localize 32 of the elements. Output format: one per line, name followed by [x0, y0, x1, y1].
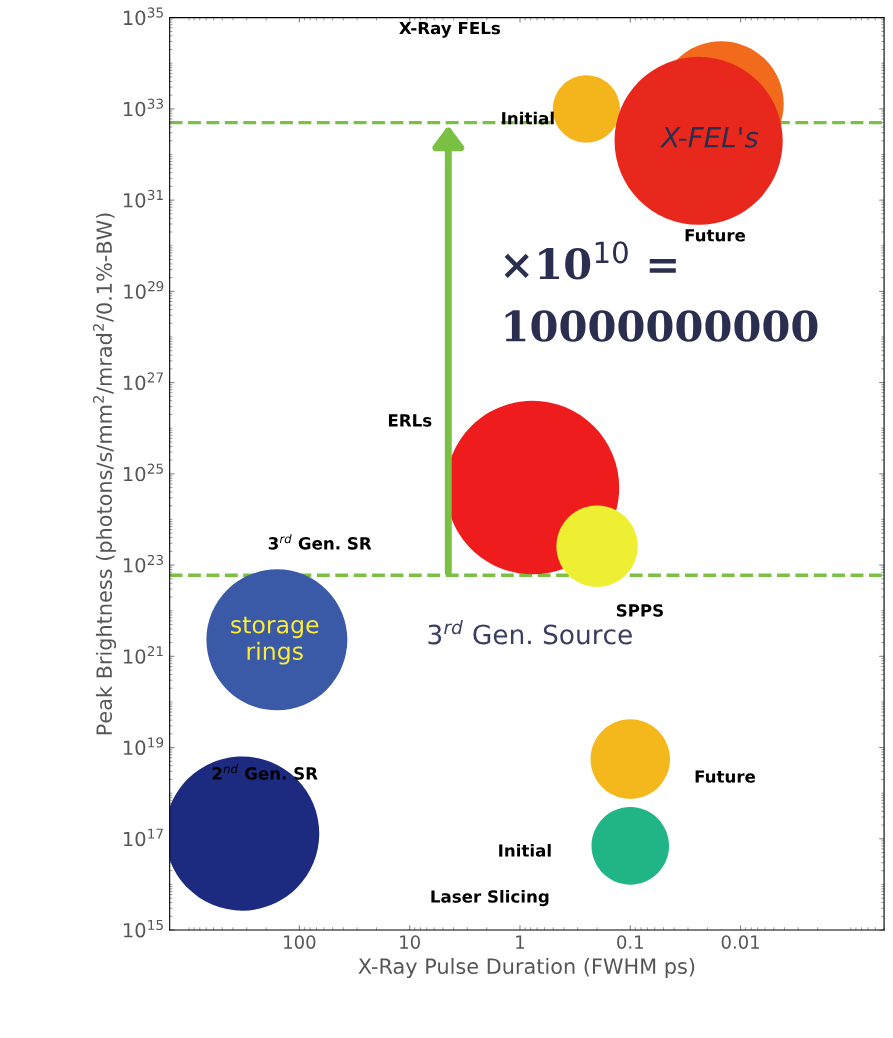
annotation: SPPS	[616, 604, 663, 617]
x-tick-label: 0.1	[617, 935, 643, 949]
annotation: Laser Slicing	[431, 889, 549, 907]
annotation: Initial	[499, 843, 551, 857]
annotation: ERLs	[388, 414, 432, 427]
y-tick-label: 10$^{29}$	[124, 281, 164, 299]
annotation: X-FEL's	[659, 127, 759, 148]
x-tick-label: 1	[516, 935, 525, 949]
annotation: X-Ray FELs	[399, 21, 501, 38]
y-tick-label: 10$^{17}$	[123, 828, 163, 847]
y-tick-label: 10$^{33}$	[123, 98, 163, 117]
y-tick-label: 10$^{35}$	[123, 7, 163, 26]
y-tick-label: 10$^{19}$	[123, 737, 164, 756]
annotation: Future	[695, 770, 756, 783]
x-axis-title: X-Ray Pulse Duration (FWHM ps)	[358, 957, 695, 979]
y-tick-label: 10$^{25}$	[123, 463, 163, 482]
annotation: Future	[685, 229, 746, 242]
x-tick-label: 0.01	[721, 935, 760, 949]
x-tick-label: 10	[400, 935, 420, 949]
annotation: 10000000000	[505, 310, 818, 342]
y-axis-title: Peak Brightness (photons/s/mm$^{2}$/mrad$^{2}$/0.1%-BW)	[92, 213, 117, 735]
y-tick-label: 10$^{31}$	[123, 189, 163, 208]
y-tick-label: 10$^{21}$	[123, 646, 163, 664]
annotation: ×10$^{10}$ =	[504, 241, 676, 280]
y-tick-label: 10$^{23}$	[123, 554, 163, 573]
annotation: 3$^{rd}$ Gen. Source	[428, 619, 632, 645]
y-tick-label: 10$^{27}$	[123, 372, 163, 391]
y-tick-label: 10$^{15}$	[123, 919, 163, 938]
x-tick-label: 100	[284, 935, 316, 949]
annotation: 2$^{nd}$ Gen. SR	[212, 764, 318, 780]
annotation: 3$^{rd}$ Gen. SR	[268, 534, 372, 550]
annotation: storage rings	[231, 616, 319, 665]
